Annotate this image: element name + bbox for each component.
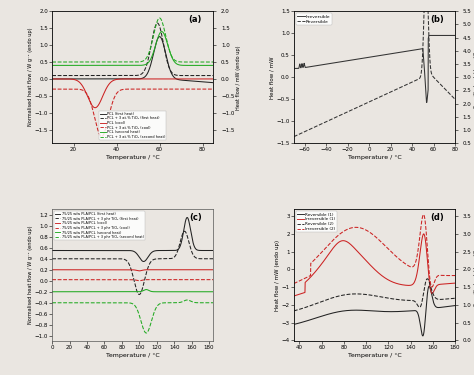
Legend: Irreversible, Reversible: Irreversible, Reversible	[296, 13, 332, 25]
Irreversible (1)	[421, 232, 427, 236]
Irreversible (1)	[291, 294, 297, 298]
Reversible (1)	[426, 284, 432, 288]
Legend: PCL (first heat), PCL + 3 at.% TiO₂ (first heat), PCL (cool), PCL + 3 at.% TiO₂ : PCL (first heat), PCL + 3 at.% TiO₂ (fir…	[99, 111, 166, 140]
Irreversible (2)	[291, 281, 297, 286]
Irreversible (2)	[429, 285, 435, 289]
Irreversible (1)	[365, 261, 371, 266]
Legend: Reversible (1), Irreversible (1), Reversible (2), Irreversible (2): Reversible (1), Irreversible (1), Revers…	[296, 211, 337, 232]
Reversible	[299, 130, 305, 135]
Legend: 75/25 w/w PLA/PCL (first heat), 75/25 w/w PLA/PCL + 3 phr TiO₂ (first heat), 75/: 75/25 w/w PLA/PCL (first heat), 75/25 w/…	[54, 211, 145, 240]
Irreversible	[447, 33, 453, 38]
Line: Irreversible (1): Irreversible (1)	[294, 234, 455, 296]
Reversible (1)	[365, 308, 371, 313]
Reversible (2)	[424, 276, 430, 281]
Reversible (2)	[359, 292, 365, 296]
Reversible (1)	[359, 308, 365, 312]
Irreversible (1)	[310, 272, 316, 277]
Irreversible	[431, 33, 437, 38]
X-axis label: Temperature / °C: Temperature / °C	[347, 352, 401, 357]
Line: Reversible (1): Reversible (1)	[294, 286, 455, 336]
X-axis label: Temperature / °C: Temperature / °C	[106, 352, 160, 357]
Reversible (1)	[383, 309, 388, 314]
Reversible (1)	[310, 317, 316, 321]
Y-axis label: Heat flow / mW (endo up): Heat flow / mW (endo up)	[274, 240, 280, 311]
Irreversible (2)	[303, 275, 309, 280]
Irreversible	[452, 33, 458, 38]
Irreversible	[447, 33, 453, 38]
Reversible	[452, 97, 458, 102]
Irreversible (2)	[359, 226, 365, 231]
Reversible (2)	[363, 292, 368, 297]
Line: Reversible: Reversible	[294, 0, 455, 136]
Line: Irreversible (2): Irreversible (2)	[294, 214, 455, 287]
Reversible	[369, 98, 375, 103]
Reversible	[418, 73, 424, 78]
Reversible (2)	[303, 305, 309, 309]
Irreversible (1)	[359, 254, 365, 259]
Y-axis label: Heat flow / mW (endo up): Heat flow / mW (endo up)	[237, 45, 241, 110]
Irreversible (2)	[383, 244, 388, 249]
Reversible (2)	[383, 296, 388, 300]
Reversible (2)	[310, 303, 316, 307]
Text: (d): (d)	[430, 213, 444, 222]
Reversible	[447, 92, 453, 97]
Irreversible (2)	[310, 259, 316, 264]
Irreversible (2)	[452, 273, 458, 278]
Y-axis label: Normalised heat flow / W g⁻¹ (endo up): Normalised heat flow / W g⁻¹ (endo up)	[27, 226, 33, 324]
Text: (a): (a)	[189, 15, 202, 24]
Irreversible	[369, 54, 375, 59]
Reversible (2)	[291, 309, 297, 313]
Reversible	[291, 134, 297, 139]
Text: (c): (c)	[189, 213, 202, 222]
Reversible (1)	[291, 322, 297, 327]
Line: Irreversible: Irreversible	[294, 36, 455, 102]
Irreversible	[418, 47, 424, 51]
Text: (b): (b)	[430, 15, 444, 24]
Irreversible (2)	[365, 229, 371, 234]
Line: Reversible (2): Reversible (2)	[294, 279, 455, 311]
Irreversible (1)	[452, 281, 458, 285]
Irreversible (2)	[421, 212, 427, 217]
Irreversible	[299, 62, 305, 66]
X-axis label: Temperature / °C: Temperature / °C	[347, 154, 401, 159]
Irreversible	[424, 100, 429, 105]
Irreversible	[365, 55, 371, 60]
Y-axis label: Normalised heat flow / W g⁻¹ (endo up): Normalised heat flow / W g⁻¹ (endo up)	[27, 28, 33, 126]
Irreversible (1)	[303, 279, 309, 284]
X-axis label: Temperature / °C: Temperature / °C	[106, 154, 160, 159]
Reversible (1)	[452, 303, 458, 308]
Irreversible	[291, 66, 297, 71]
Reversible (2)	[452, 296, 458, 300]
Irreversible (1)	[363, 258, 368, 262]
Irreversible (1)	[383, 276, 388, 280]
Reversible	[447, 92, 453, 97]
Irreversible (2)	[363, 228, 368, 232]
Y-axis label: Heat flow / mW: Heat flow / mW	[269, 56, 274, 99]
Reversible (1)	[303, 319, 309, 323]
Reversible (2)	[365, 292, 371, 297]
Reversible (1)	[363, 308, 368, 313]
Reversible (1)	[420, 334, 426, 338]
Reversible	[365, 100, 371, 105]
